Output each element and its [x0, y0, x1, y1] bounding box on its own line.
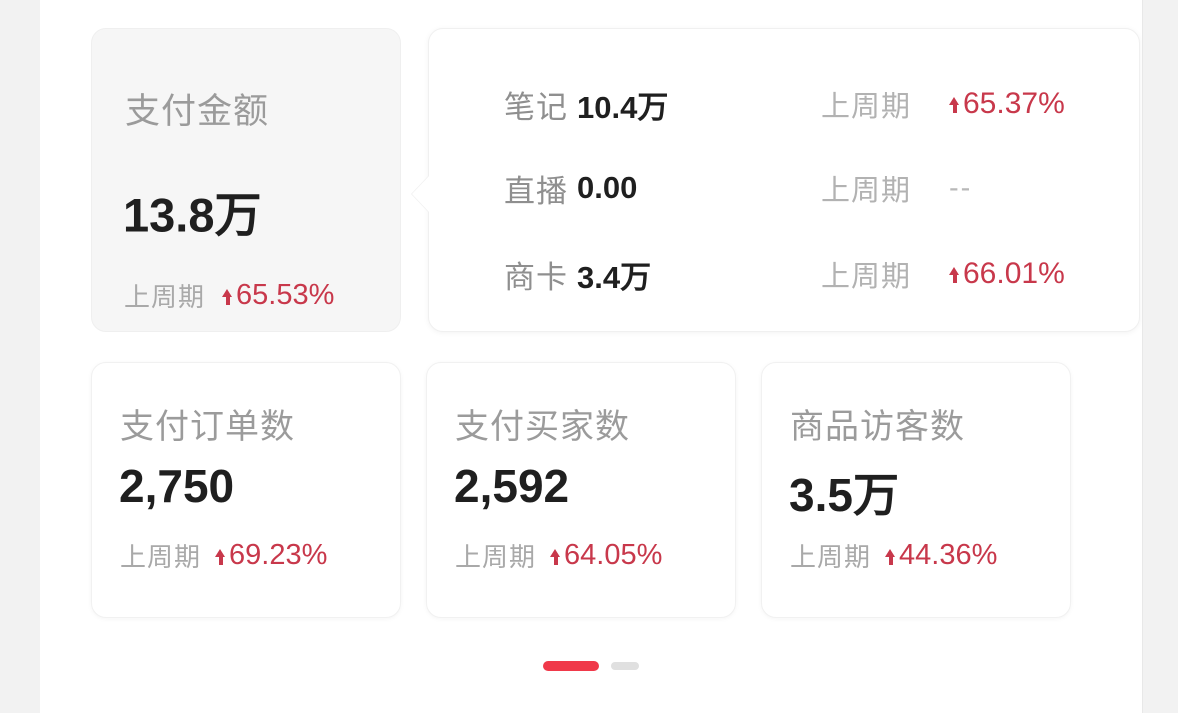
breakdown-delta-text: 66.01% — [963, 257, 1065, 290]
metric-label: 支付买家数 — [455, 408, 630, 446]
trend-up-arrow-icon — [949, 97, 960, 113]
breakdown-value: 3.4万 — [577, 259, 652, 295]
trend-up-arrow-icon — [215, 548, 226, 565]
metric-value: 2,750 — [119, 460, 235, 512]
breakdown-value: 0.00 — [577, 170, 638, 205]
pagination-dot-active[interactable] — [543, 661, 599, 671]
metric-delta-text: 44.36% — [899, 539, 998, 571]
metric-period-label: 上周期 — [455, 542, 537, 572]
breakdown-period-label: 上周期 — [821, 261, 912, 293]
metric-value: 3.5万 — [789, 469, 899, 521]
breakdown-row[interactable]: 笔记 10.4万 上周期 65.37% — [429, 82, 1139, 126]
breakdown-delta: 65.37% — [949, 87, 1065, 121]
metric-label: 商品访客数 — [790, 408, 965, 446]
breakdown-delta: -- — [949, 172, 972, 205]
metric-card-payment-amount[interactable]: 支付金额 13.8万 上周期 65.53% — [91, 28, 401, 332]
dashboard-stage: 支付金额 13.8万 上周期 65.53% 笔记 10.4万 上周期 65.37… — [40, 0, 1142, 713]
breakdown-row[interactable]: 直播 0.00 上周期 -- — [429, 166, 1139, 210]
payment-amount-delta: 上周期 65.53% — [124, 277, 334, 314]
payment-amount-period-label: 上周期 — [124, 282, 206, 312]
metric-delta-text: 69.23% — [229, 539, 328, 571]
metric-delta-value: 44.36% — [885, 539, 997, 572]
breakdown-period-label: 上周期 — [821, 91, 912, 123]
payment-amount-delta-value: 65.53% — [222, 279, 334, 312]
payment-amount-label: 支付金额 — [125, 92, 270, 131]
payment-amount-value: 13.8万 — [123, 188, 262, 242]
trend-up-arrow-icon — [949, 267, 960, 283]
page-gutter-left — [0, 0, 40, 713]
metric-period-label: 上周期 — [120, 542, 202, 572]
breakdown-value: 10.4万 — [577, 89, 669, 125]
metric-delta-value: 69.23% — [215, 539, 327, 572]
metric-period-label: 上周期 — [790, 542, 872, 572]
panel-tail-icon — [412, 175, 430, 213]
trend-up-arrow-icon — [550, 548, 561, 565]
metric-delta-text: 64.05% — [564, 539, 663, 571]
metric-card-paid-buyers[interactable]: 支付买家数 2,592 上周期 64.05% — [426, 362, 736, 618]
payment-amount-delta-text: 65.53% — [236, 279, 335, 311]
breakdown-period-label: 上周期 — [821, 175, 912, 207]
breakdown-row[interactable]: 商卡 3.4万 上周期 66.01% — [429, 252, 1139, 296]
metric-delta: 上周期 44.36% — [790, 537, 997, 574]
payment-source-breakdown-panel[interactable]: 笔记 10.4万 上周期 65.37% 直播 0.00 上周期 -- 商卡 3.… — [412, 28, 1140, 332]
page-gutter-right — [1142, 0, 1178, 713]
metric-value: 2,592 — [454, 460, 570, 512]
breakdown-delta: 66.01% — [949, 257, 1065, 291]
breakdown-name: 商卡 — [504, 259, 568, 295]
pagination-dot[interactable] — [611, 662, 639, 670]
breakdown-delta-text: -- — [949, 171, 973, 204]
metric-label: 支付订单数 — [120, 408, 295, 446]
metric-delta-value: 64.05% — [550, 539, 662, 572]
trend-up-arrow-icon — [222, 288, 233, 305]
breakdown-name: 笔记 — [504, 89, 568, 125]
carousel-pagination[interactable] — [40, 661, 1142, 671]
breakdown-delta-text: 65.37% — [963, 87, 1065, 120]
trend-up-arrow-icon — [885, 548, 896, 565]
panel-tail-mask — [429, 175, 432, 213]
metric-delta: 上周期 64.05% — [455, 537, 662, 574]
metric-card-product-visitors[interactable]: 商品访客数 3.5万 上周期 44.36% — [761, 362, 1071, 618]
breakdown-name: 直播 — [504, 173, 568, 209]
metric-delta: 上周期 69.23% — [120, 537, 327, 574]
gutter-seam-right — [1142, 0, 1143, 713]
metric-card-paid-orders[interactable]: 支付订单数 2,750 上周期 69.23% — [91, 362, 401, 618]
